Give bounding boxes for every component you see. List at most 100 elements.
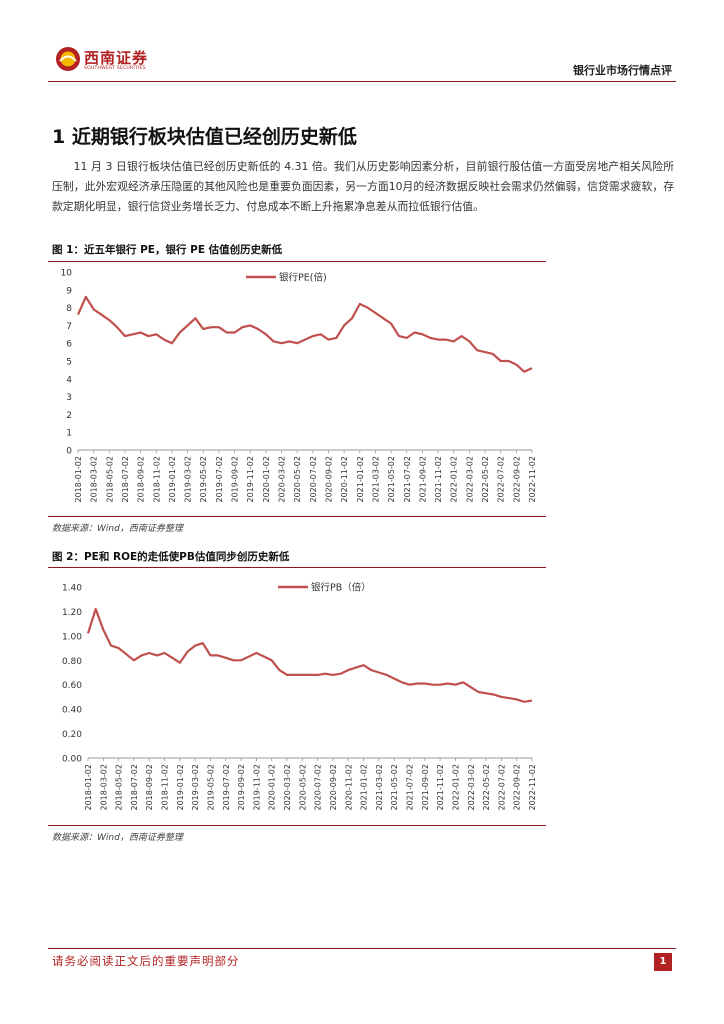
y-tick-label: 1.20: [62, 608, 82, 618]
figure2-top-rule: [48, 567, 546, 568]
x-tick-label: 2020-07-02: [314, 764, 323, 811]
pe-line-chart: 0 1 2 3 4 5 6 7 8 9 10 2018-01-02 2018-03-02 2018-05-…: [61, 269, 537, 503]
figure2-chart: 0.00 0.20 0.40 0.60 0.80 1.00 1.20 1.40 2018-01-…: [48, 568, 546, 825]
y-tick-label: 0.80: [62, 657, 82, 667]
series-line: [76, 295, 533, 373]
x-tick-label: 2021-01-02: [360, 764, 369, 811]
y-tick-label: 5: [66, 358, 72, 368]
figure2-title: 图 2：PE和 ROE的走低使PB估值同步创历史新低: [52, 551, 290, 563]
x-tick-label: 2021-07-02: [403, 456, 412, 503]
x-tick-label: 2020-09-02: [329, 764, 338, 811]
figure1-bottom-rule: [48, 516, 546, 517]
report-type-title: 银行业市场行情点评: [573, 64, 672, 77]
y-tick-label: 6: [66, 340, 72, 350]
page-number: 1: [654, 953, 672, 971]
x-tick-label: 2019-11-02: [246, 456, 255, 503]
x-tick-label: 2018-07-02: [121, 456, 130, 503]
x-tick-label: 2020-09-02: [324, 456, 333, 503]
x-tick-label: 2021-11-02: [434, 456, 443, 503]
y-tick-label: 0.20: [62, 730, 82, 740]
x-tick-label: 2021-03-02: [375, 764, 384, 811]
x-tick-label: 2018-09-02: [145, 764, 154, 811]
x-tick-label: 2018-11-02: [161, 764, 170, 811]
x-tick-label: 2018-03-02: [90, 456, 99, 503]
x-tick-label: 2019-05-02: [206, 764, 215, 811]
y-tick-label: 0.40: [62, 706, 82, 716]
logo-text-cn: 西南证券: [84, 49, 149, 67]
x-tick-label: 2021-05-02: [390, 764, 399, 811]
figure2-source: 数据来源：Wind，西南证券整理: [52, 833, 183, 843]
x-tick-label: 2022-11-02: [528, 764, 537, 811]
y-tick-label: 1: [66, 429, 72, 439]
x-tick-label: 2020-03-02: [283, 764, 292, 811]
section-heading: 1 近期银行板块估值已经创历史新低: [52, 126, 357, 148]
x-tick-label: 2019-01-02: [176, 764, 185, 811]
x-tick-label: 2019-03-02: [184, 456, 193, 503]
series-line: [86, 607, 533, 703]
x-tick-label: 2018-01-02: [74, 456, 83, 503]
x-tick-label: 2022-07-02: [497, 764, 506, 811]
x-tick-label: 2019-11-02: [252, 764, 261, 811]
x-tick-label: 2021-09-02: [421, 764, 430, 811]
figure1-title: 图 1：近五年银行 PE，银行 PE 估值创历史新低: [52, 244, 283, 256]
footer-notice: 请务必阅读正文后的重要声明部分: [52, 954, 240, 968]
body-paragraph-text: 11 月 3 日银行板块估值已经创历史新低的 4.31 倍。我们从历史影响因素分…: [52, 160, 674, 213]
y-tick-label: 7: [66, 322, 72, 332]
x-tick-label: 2018-07-02: [130, 764, 139, 811]
x-tick-label: 2019-05-02: [199, 456, 208, 503]
x-tick-label: 2022-05-02: [482, 764, 491, 811]
x-tick-label: 2022-09-02: [513, 764, 522, 811]
x-tick-label: 2020-07-02: [309, 456, 318, 503]
x-tick-label: 2019-09-02: [237, 764, 246, 811]
x-tick-label: 2019-07-02: [215, 456, 224, 503]
y-tick-label: 2: [66, 411, 72, 421]
x-tick-label: 2022-11-02: [528, 456, 537, 503]
x-tick-label: 2021-01-02: [356, 456, 365, 503]
x-tick-label: 2020-01-02: [268, 764, 277, 811]
x-tick-label: 2019-09-02: [231, 456, 240, 503]
x-tick-label: 2019-01-02: [168, 456, 177, 503]
x-tick-label: 2022-05-02: [481, 456, 490, 503]
header-divider: [48, 81, 676, 82]
body-paragraph: 11 月 3 日银行板块估值已经创历史新低的 4.31 倍。我们从历史影响因素分…: [52, 157, 674, 217]
x-tick-label: 2020-11-02: [344, 764, 353, 811]
x-tick-label: 2022-01-02: [450, 456, 459, 503]
x-tick-label: 2019-03-02: [191, 764, 200, 811]
x-tick-label: 2021-03-02: [371, 456, 380, 503]
x-tick-label: 2018-03-02: [99, 764, 108, 811]
y-tick-label: 0.00: [62, 755, 82, 765]
x-tick-label: 2020-01-02: [262, 456, 271, 503]
x-tick-label: 2018-11-02: [152, 456, 161, 503]
y-tick-label: 10: [61, 269, 73, 279]
y-tick-label: 8: [66, 304, 72, 314]
y-tick-label: 4: [66, 375, 72, 385]
x-tick-label: 2018-01-02: [84, 764, 93, 811]
x-tick-label: 2022-03-02: [467, 764, 476, 811]
x-tick-label: 2022-09-02: [512, 456, 521, 503]
logo-text-en: SOUTHWEST SECURITIES: [84, 66, 146, 71]
footer-divider: [48, 948, 676, 949]
x-tick-label: 2020-11-02: [340, 456, 349, 503]
pb-line-chart: 0.00 0.20 0.40 0.60 0.80 1.00 1.20 1.40 2018-01-…: [62, 582, 537, 811]
x-tick-label: 2021-05-02: [387, 456, 396, 503]
x-tick-label: 2020-03-02: [278, 456, 287, 503]
x-tick-label: 2021-09-02: [418, 456, 427, 503]
logo-icon: [56, 47, 80, 71]
y-tick-label: 3: [66, 393, 72, 403]
y-tick-label: 0.60: [62, 681, 82, 691]
legend-label: 银行PB（倍）: [311, 582, 371, 594]
x-tick-label: 2021-11-02: [436, 764, 445, 811]
y-tick-label: 9: [66, 286, 72, 296]
y-tick-label: 0: [66, 447, 72, 457]
x-tick-label: 2021-07-02: [406, 764, 415, 811]
y-tick-label: 1.40: [62, 584, 82, 594]
figure1-top-rule: [48, 261, 546, 262]
x-tick-label: 2020-05-02: [298, 764, 307, 811]
x-tick-label: 2022-03-02: [465, 456, 474, 503]
x-tick-label: 2022-07-02: [497, 456, 506, 503]
x-tick-label: 2018-05-02: [115, 764, 124, 811]
figure2-bottom-rule: [48, 825, 546, 826]
legend-label: 银行PE(倍): [279, 272, 327, 284]
x-tick-label: 2019-07-02: [222, 764, 231, 811]
x-tick-label: 2018-09-02: [137, 456, 146, 503]
